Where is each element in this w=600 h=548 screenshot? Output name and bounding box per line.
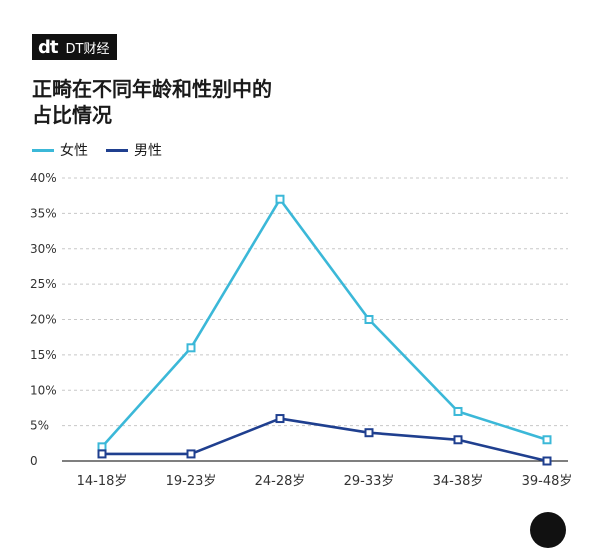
legend-label-female: 女性 bbox=[60, 143, 88, 159]
series-line-female bbox=[101, 197, 548, 448]
brand-mark: dt bbox=[32, 34, 64, 60]
data-point-male bbox=[275, 414, 285, 424]
data-point-male bbox=[453, 435, 463, 445]
x-tick-label: 19-23岁 bbox=[166, 474, 217, 489]
y-tick-label: 15% bbox=[30, 348, 57, 362]
x-tick-label: 29-33岁 bbox=[344, 474, 395, 489]
brand-logo: dt DT财经 bbox=[32, 34, 118, 60]
data-point-female bbox=[186, 343, 196, 353]
corner-badge bbox=[530, 512, 566, 548]
y-tick-label: 25% bbox=[30, 277, 57, 291]
series-line-male bbox=[102, 417, 548, 463]
data-point-female bbox=[97, 442, 107, 452]
data-point-female bbox=[453, 406, 463, 416]
y-tick-label: 35% bbox=[30, 206, 57, 220]
data-point-female bbox=[275, 194, 285, 204]
y-tick-label: 0 bbox=[30, 454, 38, 468]
legend-label-male: 男性 bbox=[134, 143, 162, 159]
data-point-male bbox=[542, 456, 552, 466]
y-tick-label: 40% bbox=[30, 171, 57, 185]
y-tick-label: 20% bbox=[30, 313, 57, 327]
chart-legend: 女性 男性 bbox=[32, 140, 180, 160]
chart-title-line1: 正畸在不同年龄和性别中的 bbox=[32, 77, 272, 101]
x-tick-label: 14-18岁 bbox=[77, 474, 128, 489]
x-tick-label: 39-48岁 bbox=[522, 474, 573, 489]
data-point-male bbox=[364, 428, 374, 438]
y-tick-label: 5% bbox=[30, 419, 49, 433]
data-point-female bbox=[364, 315, 374, 324]
chart-title-line2: 占比情况 bbox=[32, 103, 112, 127]
x-tick-label: 34-38岁 bbox=[433, 474, 484, 489]
legend-swatch-female bbox=[32, 148, 54, 152]
data-point-male bbox=[186, 449, 196, 459]
y-tick-label: 30% bbox=[30, 242, 57, 256]
data-point-female bbox=[542, 435, 552, 445]
x-tick-label: 24-28岁 bbox=[255, 474, 306, 489]
line-chart: 0 5% 10% 15% 20% 25% 30% 35% 40% 14-18岁 19-23岁 24-2… bbox=[30, 171, 573, 489]
brand-name: DT财经 bbox=[63, 34, 118, 60]
legend-swatch-male bbox=[106, 148, 128, 152]
legend-item-male: 男性 bbox=[106, 140, 162, 160]
y-tick-label: 10% bbox=[30, 383, 57, 397]
chart-title: 正畸在不同年龄和性别中的 占比情况 bbox=[32, 76, 452, 128]
data-point-male bbox=[97, 449, 107, 459]
legend-item-female: 女性 bbox=[32, 140, 88, 160]
